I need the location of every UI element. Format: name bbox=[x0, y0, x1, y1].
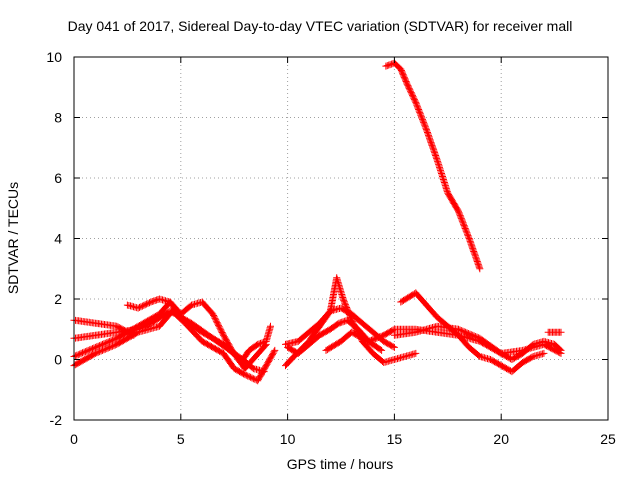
data-points bbox=[70, 59, 565, 385]
series-track-g bbox=[282, 304, 398, 351]
grid-lines bbox=[74, 57, 608, 420]
x-tick-label: 0 bbox=[70, 431, 78, 447]
y-tick-label: 0 bbox=[54, 352, 62, 368]
y-tick-label: 10 bbox=[46, 49, 62, 65]
series-markers bbox=[382, 59, 484, 273]
y-tick-label: 8 bbox=[54, 110, 62, 126]
chart-title: Day 041 of 2017, Sidereal Day-to-day VTE… bbox=[67, 18, 573, 34]
series-track-k bbox=[390, 322, 565, 363]
series-markers bbox=[390, 322, 565, 363]
x-tick-label: 5 bbox=[177, 431, 185, 447]
y-tick-label: 6 bbox=[54, 170, 62, 186]
series-markers bbox=[544, 328, 565, 336]
series-track-m bbox=[382, 59, 484, 273]
x-tick-label: 20 bbox=[493, 431, 509, 447]
x-tick-label: 15 bbox=[387, 431, 403, 447]
x-tick-label: 10 bbox=[280, 431, 296, 447]
x-tick-label: 25 bbox=[600, 431, 616, 447]
series-track-e bbox=[123, 295, 274, 366]
y-tick-label: 4 bbox=[54, 231, 62, 247]
series-markers bbox=[397, 289, 548, 376]
axis-ticks: 0 5 10 15 20 25 -2 0 2 4 6 8 10 bbox=[46, 49, 616, 447]
y-tick-label: -2 bbox=[50, 412, 63, 428]
series-markers bbox=[123, 295, 274, 366]
x-axis-label: GPS time / hours bbox=[286, 456, 394, 472]
y-tick-label: 2 bbox=[54, 291, 62, 307]
series-markers bbox=[282, 304, 398, 351]
series-track-l bbox=[544, 328, 565, 336]
y-axis-label: SDTVAR / TECUs bbox=[5, 181, 21, 295]
series-track-j bbox=[397, 289, 548, 376]
